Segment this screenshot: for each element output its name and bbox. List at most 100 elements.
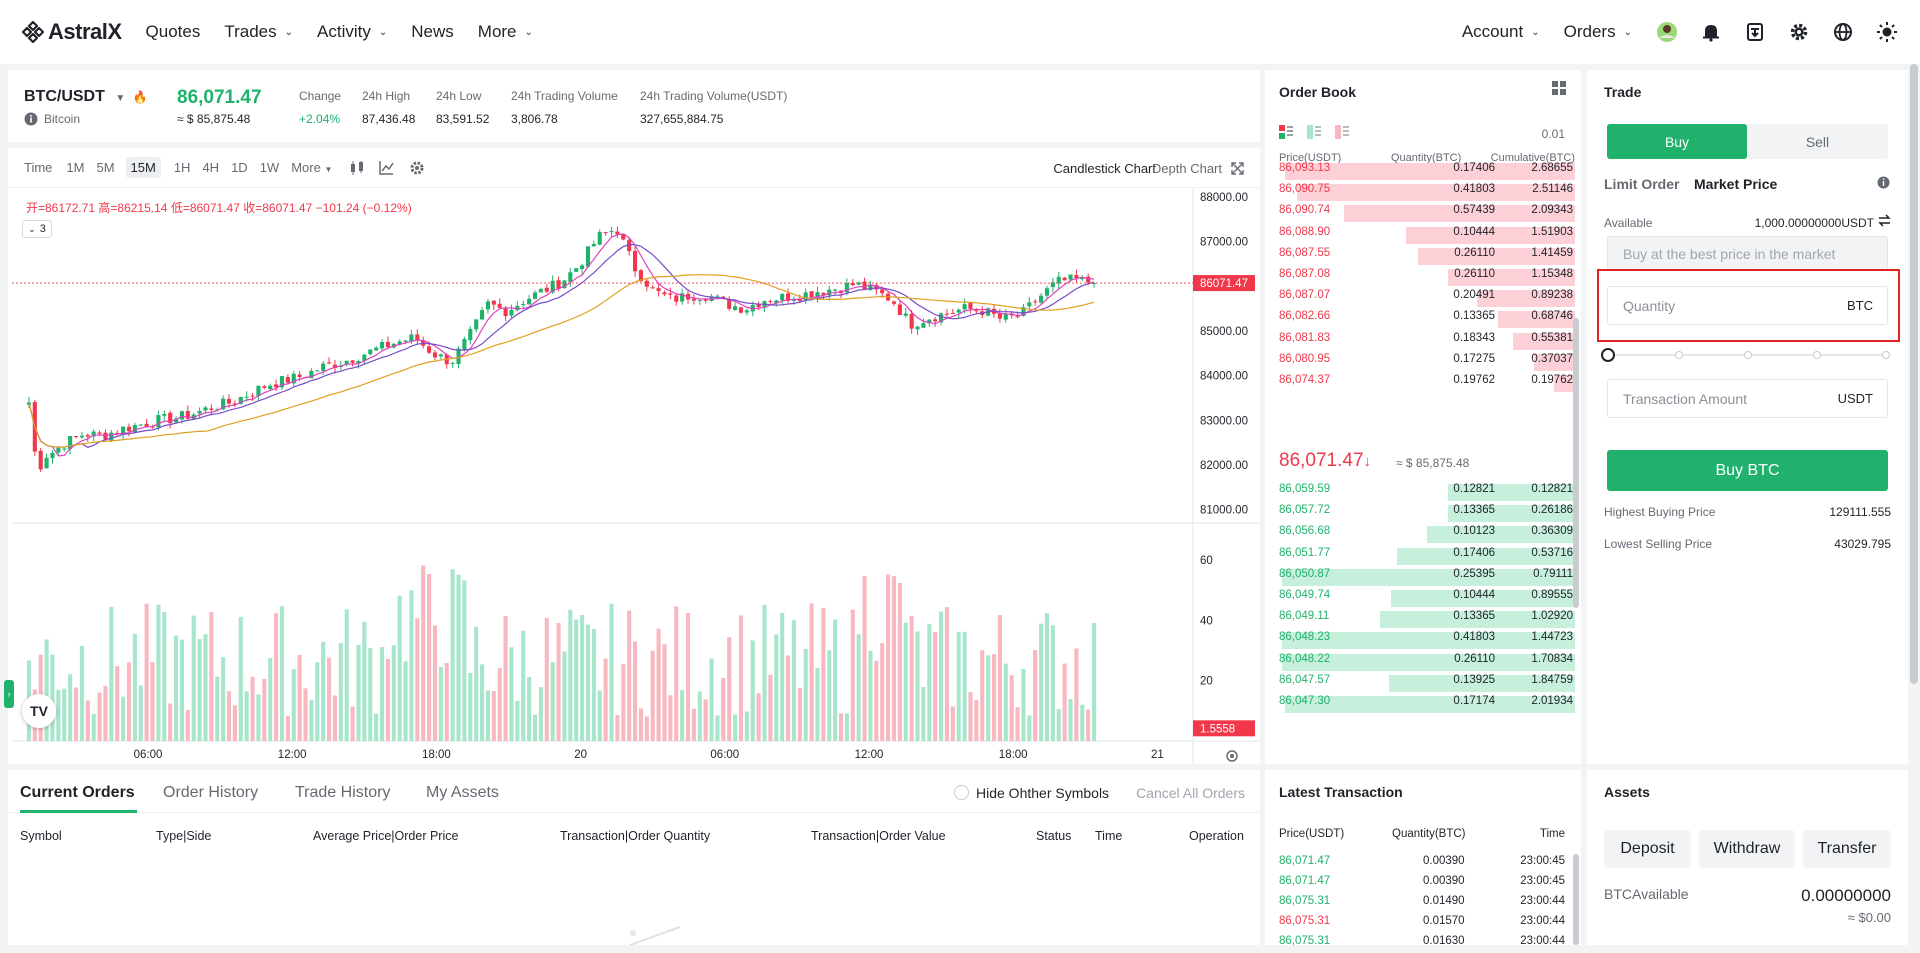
latest-scrollbar[interactable]: [1573, 854, 1579, 945]
withdraw-button[interactable]: Withdraw: [1699, 830, 1795, 868]
amount-slider-handle[interactable]: [1601, 348, 1615, 362]
indicator-icon[interactable]: [379, 160, 394, 175]
fullscreen-icon[interactable]: [1231, 162, 1244, 175]
tf-1m[interactable]: 1M: [66, 160, 85, 175]
volume-bar: [315, 662, 320, 741]
book-bids-icon[interactable]: [1307, 125, 1321, 139]
bid-row[interactable]: 86,051.77 0.17406 0.53716: [1279, 547, 1575, 566]
tab-limit-order[interactable]: Limit Order: [1604, 176, 1680, 192]
bid-row[interactable]: 86,047.30 0.17174 2.01934: [1279, 695, 1575, 714]
transfer-swap-icon[interactable]: [1878, 214, 1891, 227]
row-quantity: 0.10444: [1453, 225, 1495, 238]
candle-body: [403, 340, 408, 342]
ask-row[interactable]: 86,090.74 0.57439 2.09343: [1279, 204, 1575, 223]
transfer-button[interactable]: Transfer: [1803, 830, 1891, 868]
candlestick-chart-tab[interactable]: Candlestick Chart: [1053, 161, 1156, 176]
ask-row[interactable]: 86,093.13 0.17406 2.68655: [1279, 162, 1575, 181]
tf-time[interactable]: Time: [24, 160, 53, 175]
tf-4h[interactable]: 4H: [202, 160, 220, 175]
book-both-icon[interactable]: [1279, 125, 1293, 139]
ask-row[interactable]: 86,090.75 0.41803 2.51146: [1279, 183, 1575, 202]
ask-row[interactable]: 86,088.90 0.10444 1.51903: [1279, 226, 1575, 245]
chart-settings-small-icon[interactable]: [1225, 749, 1239, 763]
depth-chart-tab[interactable]: Depth Chart: [1151, 161, 1222, 176]
hide-others-label[interactable]: Hide Ohther Symbols: [976, 785, 1110, 801]
nav-news[interactable]: News: [411, 22, 454, 42]
tf-5m[interactable]: 5M: [96, 160, 115, 175]
avatar[interactable]: [1656, 21, 1678, 43]
gear-icon[interactable]: [1788, 21, 1810, 43]
nav-activity[interactable]: Activity ⌄: [317, 22, 387, 42]
candle-type-icon[interactable]: [349, 160, 365, 175]
bid-row[interactable]: 86,047.57 0.13925 1.84759: [1279, 674, 1575, 693]
ask-row[interactable]: 86,082.66 0.13365 0.68746: [1279, 310, 1575, 329]
nav-trades[interactable]: Trades ⌄: [224, 22, 293, 42]
buy-btc-button[interactable]: Buy BTC: [1607, 450, 1888, 491]
tab-my-assets[interactable]: My Assets: [426, 784, 499, 801]
volume-bar: [226, 691, 232, 741]
chart-settings-icon[interactable]: [410, 161, 424, 175]
bid-row[interactable]: 86,056.68 0.10123 0.36309: [1279, 525, 1575, 544]
sell-tab[interactable]: Sell: [1805, 133, 1830, 150]
pair-selector[interactable]: BTC/USDT ▼ 🔥: [24, 88, 148, 106]
bid-row[interactable]: 86,049.74 0.10444 0.89555: [1279, 589, 1575, 608]
download-icon[interactable]: [1744, 21, 1766, 43]
tf-1h[interactable]: 1H: [173, 160, 191, 175]
slider-tick-25[interactable]: [1675, 351, 1683, 359]
hide-others-checkbox[interactable]: [954, 785, 969, 800]
buy-tab[interactable]: Buy: [1607, 124, 1747, 159]
globe-icon[interactable]: [1832, 21, 1854, 43]
orders-menu[interactable]: Orders ⌄: [1564, 22, 1632, 42]
deposit-button[interactable]: Deposit: [1604, 830, 1691, 868]
indicator-collapse-toggle[interactable]: ⌄ 3: [22, 220, 52, 238]
bid-row[interactable]: 86,049.11 0.13365 1.02920: [1279, 610, 1575, 629]
tab-market-price[interactable]: Market Price: [1694, 176, 1778, 192]
bid-row[interactable]: 86,050.87 0.25395 0.79111: [1279, 568, 1575, 587]
order-book-scrollbar[interactable]: [1573, 318, 1579, 608]
transaction-amount-input[interactable]: Transaction Amount USDT: [1607, 379, 1888, 418]
tf-more[interactable]: More ▼: [286, 157, 337, 178]
theme-sun-icon[interactable]: [1876, 21, 1898, 43]
tf-1w[interactable]: 1W: [259, 160, 280, 175]
slider-tick-75[interactable]: [1813, 351, 1821, 359]
candle-body: [703, 298, 708, 301]
logo[interactable]: AstralX: [22, 19, 122, 45]
info-icon[interactable]: [1877, 176, 1890, 189]
bid-row[interactable]: 86,048.22 0.26110 1.70834: [1279, 653, 1575, 672]
bid-row[interactable]: 86,048.23 0.41803 1.44723: [1279, 631, 1575, 650]
ask-row[interactable]: 86,081.83 0.18343 0.55381: [1279, 332, 1575, 351]
book-asks-icon[interactable]: [1335, 125, 1349, 139]
page-scrollbar[interactable]: [1910, 64, 1918, 684]
tab-trade-history[interactable]: Trade History: [295, 784, 391, 801]
slider-tick-50[interactable]: [1744, 351, 1752, 359]
account-menu[interactable]: Account ⌄: [1462, 22, 1540, 42]
ask-row[interactable]: 86,080.95 0.17275 0.37037: [1279, 353, 1575, 372]
stat-value: 3,806.78: [511, 112, 558, 126]
ask-row[interactable]: 86,087.07 0.20491 0.89238: [1279, 289, 1575, 308]
candle-body: [697, 300, 702, 302]
tf-15m[interactable]: 15M: [125, 157, 161, 178]
nav-quotes[interactable]: Quotes: [146, 22, 201, 42]
volume-bar: [944, 607, 950, 741]
precision-select[interactable]: 0.01: [1541, 127, 1565, 141]
ask-row[interactable]: 86,087.08 0.26110 1.15348: [1279, 268, 1575, 287]
bid-row[interactable]: 86,057.72 0.13365 0.26186: [1279, 504, 1575, 523]
layout-icon[interactable]: [1551, 80, 1567, 96]
bell-icon[interactable]: [1700, 21, 1722, 43]
tab-order-history[interactable]: Order History: [163, 784, 259, 801]
tradingview-logo-icon[interactable]: TV: [22, 694, 56, 728]
cancel-all-button[interactable]: Cancel All Orders: [1136, 785, 1245, 801]
bid-row[interactable]: 86,059.59 0.12821 0.12821: [1279, 483, 1575, 502]
ask-row[interactable]: 86,087.55 0.26110 1.41459: [1279, 247, 1575, 266]
volume-bar: [803, 649, 808, 741]
latest-row: 86,075.31 0.01630 23:00:44: [1265, 935, 1581, 953]
ask-row[interactable]: 86,074.37 0.19762 0.19762: [1279, 374, 1575, 393]
quantity-input[interactable]: Quantity BTC: [1607, 286, 1888, 325]
nav-more[interactable]: More ⌄: [478, 22, 533, 42]
slider-tick-100[interactable]: [1882, 351, 1890, 359]
tf-1d[interactable]: 1D: [231, 160, 248, 175]
price-chart[interactable]: 88000.0087000.0086000.0085000.0084000.00…: [8, 188, 1260, 764]
tab-current-orders[interactable]: Current Orders: [20, 784, 135, 801]
side-drawer-handle[interactable]: ›: [4, 680, 14, 708]
x-tick-label: 21: [1151, 749, 1164, 761]
